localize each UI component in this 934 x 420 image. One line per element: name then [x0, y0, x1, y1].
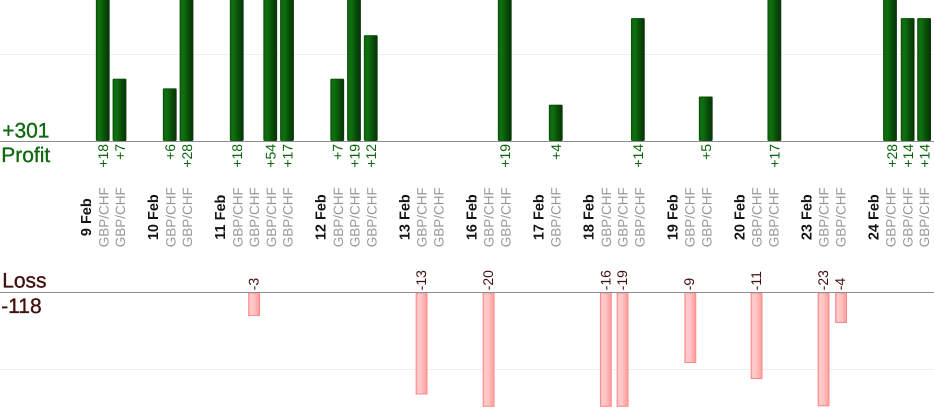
svg-text:-4: -4	[832, 278, 848, 291]
svg-text:16 Feb: 16 Feb	[464, 194, 480, 240]
svg-text:GBP/CHF: GBP/CHF	[180, 187, 195, 247]
svg-text:Loss: Loss	[2, 270, 46, 293]
svg-text:24 Feb: 24 Feb	[866, 194, 882, 240]
svg-text:-118: -118	[1, 295, 41, 318]
svg-text:13 Feb: 13 Feb	[397, 194, 413, 240]
svg-text:GBP/CHF: GBP/CHF	[833, 187, 848, 247]
svg-text:GBP/CHF: GBP/CHF	[599, 187, 614, 247]
svg-text:+6: +6	[162, 144, 178, 160]
svg-text:12 Feb: 12 Feb	[314, 194, 330, 240]
svg-text:GBP/CHF: GBP/CHF	[96, 187, 111, 247]
svg-text:19 Feb: 19 Feb	[665, 194, 681, 240]
svg-text:+301: +301	[2, 120, 49, 143]
svg-text:-9: -9	[681, 278, 697, 291]
svg-text:23 Feb: 23 Feb	[799, 194, 815, 240]
svg-text:9 Feb: 9 Feb	[79, 198, 95, 236]
svg-text:GBP/CHF: GBP/CHF	[632, 187, 647, 247]
svg-text:GBP/CHF: GBP/CHF	[699, 187, 714, 247]
svg-text:17 Feb: 17 Feb	[531, 194, 547, 240]
svg-text:GBP/CHF: GBP/CHF	[766, 187, 781, 247]
svg-text:+4: +4	[548, 144, 564, 160]
svg-text:GBP/CHF: GBP/CHF	[431, 187, 446, 247]
svg-text:+14: +14	[900, 144, 916, 168]
svg-text:Profit: Profit	[1, 144, 50, 167]
svg-text:-13: -13	[413, 270, 429, 290]
svg-text:GBP/CHF: GBP/CHF	[348, 187, 363, 247]
svg-text:GBP/CHF: GBP/CHF	[113, 187, 128, 247]
svg-text:11 Feb: 11 Feb	[213, 194, 229, 239]
svg-text:+19: +19	[346, 144, 362, 168]
svg-text:20 Feb: 20 Feb	[732, 194, 748, 240]
svg-text:10 Feb: 10 Feb	[146, 194, 162, 240]
svg-text:GBP/CHF: GBP/CHF	[415, 187, 430, 247]
svg-text:+14: +14	[630, 144, 646, 168]
svg-text:+28: +28	[179, 144, 195, 168]
svg-text:+17: +17	[767, 144, 783, 168]
svg-text:GBP/CHF: GBP/CHF	[549, 187, 564, 247]
svg-text:GBP/CHF: GBP/CHF	[817, 187, 832, 247]
svg-text:+19: +19	[497, 144, 513, 168]
svg-text:GBP/CHF: GBP/CHF	[917, 187, 932, 247]
svg-text:18 Feb: 18 Feb	[582, 194, 598, 240]
svg-text:+17: +17	[279, 144, 295, 168]
svg-text:-16: -16	[597, 270, 613, 290]
svg-text:-3: -3	[246, 278, 262, 291]
svg-text:GBP/CHF: GBP/CHF	[163, 187, 178, 247]
svg-text:GBP/CHF: GBP/CHF	[750, 187, 765, 247]
svg-text:-11: -11	[748, 271, 764, 290]
svg-text:+7: +7	[112, 144, 128, 160]
svg-text:+5: +5	[698, 144, 714, 160]
svg-text:-20: -20	[480, 270, 496, 290]
svg-text:+14: +14	[916, 144, 932, 168]
svg-text:+7: +7	[330, 144, 346, 160]
svg-text:+18: +18	[95, 144, 111, 168]
svg-text:+18: +18	[229, 144, 245, 168]
svg-text:GBP/CHF: GBP/CHF	[616, 187, 631, 247]
svg-text:GBP/CHF: GBP/CHF	[498, 187, 513, 247]
svg-text:GBP/CHF: GBP/CHF	[482, 187, 497, 247]
svg-text:GBP/CHF: GBP/CHF	[264, 187, 279, 247]
svg-text:+54: +54	[263, 144, 279, 168]
svg-text:GBP/CHF: GBP/CHF	[281, 187, 296, 247]
svg-text:GBP/CHF: GBP/CHF	[683, 187, 698, 247]
svg-text:+12: +12	[363, 144, 379, 168]
svg-text:GBP/CHF: GBP/CHF	[331, 187, 346, 247]
svg-text:GBP/CHF: GBP/CHF	[900, 187, 915, 247]
svg-text:GBP/CHF: GBP/CHF	[884, 187, 899, 247]
svg-text:GBP/CHF: GBP/CHF	[364, 187, 379, 247]
svg-text:+28: +28	[884, 144, 900, 168]
svg-text:GBP/CHF: GBP/CHF	[230, 187, 245, 247]
svg-text:GBP/CHF: GBP/CHF	[247, 187, 262, 247]
svg-text:-23: -23	[815, 270, 831, 290]
svg-text:-19: -19	[614, 270, 630, 290]
